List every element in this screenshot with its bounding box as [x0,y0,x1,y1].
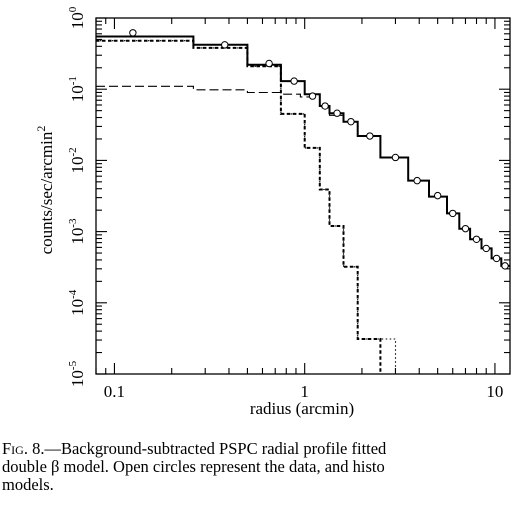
x-tick-label: 0.1 [104,382,125,401]
data-point [492,254,501,263]
data-point [347,117,355,126]
svg-text:10-4: 10-4 [67,289,87,316]
series-line-long-dash [96,85,510,267]
svg-text:100: 100 [67,6,87,29]
y-tick-label: 10-4 [67,289,87,316]
data-point [413,176,421,185]
x-axis-label: radius (arcmin) [250,399,354,418]
data-point [501,262,509,270]
data-point [129,29,137,37]
y-tick-label: 10-1 [67,76,87,102]
caption-line-2: double β model. Open circles represent t… [2,457,385,476]
caption-line-1: Fig. 8.—Background-subtracted PSPC radia… [2,440,521,458]
y-tick-label: 10-2 [67,147,87,173]
y-axis-label-group: counts/sec/arcmin2 [34,126,56,255]
data-point [265,59,273,68]
data-point [449,209,457,218]
caption-fig-label: Fig. 8. [2,439,45,458]
data-point [308,92,317,100]
svg-text:10-3: 10-3 [67,218,87,245]
chart: counts/sec/arcmin2 radius (arcmin) 0.1 1 1… [34,6,511,418]
x-tick-label: 1 [300,382,309,401]
data-point [391,153,400,162]
series-layer [96,35,510,374]
ticks-layer: 0.1 1 10 100 10-1 10-2 10-3 10-4 10-5 [67,6,510,401]
data-point [433,191,442,200]
points-layer [129,29,509,270]
svg-text:10-1: 10-1 [67,76,87,102]
y-tick-label: 10-3 [67,218,87,245]
data-point [482,244,490,253]
caption-line-1-text: —Background-subtracted PSPC radial profi… [44,439,387,458]
series-line-dashed-thick [96,39,382,374]
data-point [290,77,298,85]
data-point [461,224,470,233]
caption-line-3: models. [2,475,54,494]
data-point [321,102,329,110]
series-line-dotted [96,40,397,374]
x-tick-label: 10 [486,382,503,401]
y-tick-label: 10-5 [67,360,87,387]
y-axis-label-sup: 2 [34,126,48,132]
y-axis-label-main: counts/sec/arcmin [37,131,56,254]
y-axis-label: counts/sec/arcmin2 [34,126,56,255]
data-point [333,109,341,117]
svg-text:10-5: 10-5 [67,360,87,387]
series-line-solid-thick [96,35,510,267]
plot-frame [95,17,511,375]
svg-text:10-2: 10-2 [67,147,87,173]
data-point [472,235,481,243]
y-tick-label: 100 [67,6,87,29]
data-point [366,132,374,140]
figure-caption: Fig. 8.—Background-subtracted PSPC radia… [2,440,521,494]
data-point [221,41,229,49]
